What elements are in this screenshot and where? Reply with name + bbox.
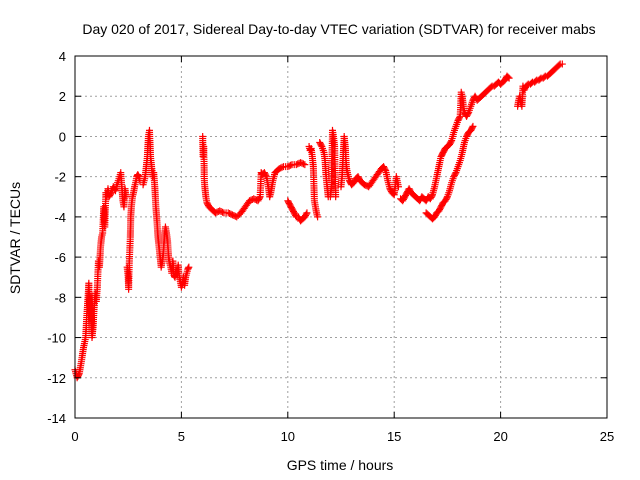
data-point (278, 163, 286, 171)
axis-ticks: 0 5 10 15 20 25 -14 -12 -10 -8 -6 -4 -2 0 2 4 (47, 49, 614, 444)
data-point (555, 61, 563, 69)
data-point (468, 124, 476, 132)
data-point (299, 160, 307, 168)
y-tick-label: -8 (54, 290, 66, 305)
data-point (122, 193, 130, 201)
data-point (255, 194, 263, 202)
y-tick-label: 0 (59, 129, 66, 144)
plot-frame (74, 55, 608, 419)
data-point (317, 141, 325, 149)
x-tick-label: 15 (387, 429, 401, 444)
data-point (381, 165, 389, 173)
data-point (389, 190, 397, 198)
data-point (314, 213, 322, 221)
y-tick-label: -4 (54, 210, 66, 225)
y-tick-label: 2 (59, 89, 66, 104)
data-point (558, 60, 566, 68)
data-point (106, 190, 114, 198)
x-axis-label: GPS time / hours (287, 457, 394, 473)
y-tick-label: -14 (47, 411, 66, 426)
data-point (504, 73, 512, 81)
data-point (394, 183, 402, 191)
data-point (451, 170, 459, 178)
x-tick-label: 10 (281, 429, 295, 444)
y-tick-label: -6 (54, 250, 66, 265)
y-tick-label: -10 (47, 331, 66, 346)
data-point (455, 114, 463, 122)
y-tick-label: 4 (59, 49, 66, 64)
data-point (443, 194, 451, 202)
data-point (532, 77, 540, 85)
data-point (185, 263, 193, 271)
data-point (302, 210, 310, 218)
y-tick-label: -2 (54, 170, 66, 185)
data-point (219, 208, 227, 216)
data-point (505, 74, 513, 82)
chart-title: Day 020 of 2017, Sidereal Day-to-day VTE… (82, 21, 595, 37)
data-markers (71, 60, 566, 382)
y-tick-label: -12 (47, 371, 66, 386)
data-point (303, 209, 311, 217)
y-axis-label: SDTVAR / TECUs (7, 182, 23, 294)
data-point (262, 171, 270, 179)
data-point (428, 192, 436, 200)
data-point (464, 110, 472, 118)
data-point (487, 83, 495, 91)
data-point (287, 161, 295, 169)
x-tick-label: 20 (493, 429, 507, 444)
data-point (469, 122, 477, 130)
x-tick-label: 25 (600, 429, 614, 444)
x-tick-label: 0 (71, 429, 78, 444)
data-point (527, 79, 535, 87)
x-tick-label: 5 (178, 429, 185, 444)
data-point (447, 138, 455, 146)
data-point (536, 75, 544, 83)
data-point (540, 73, 548, 81)
data-point (301, 161, 309, 169)
data-point (523, 81, 531, 89)
data-point (332, 193, 340, 201)
